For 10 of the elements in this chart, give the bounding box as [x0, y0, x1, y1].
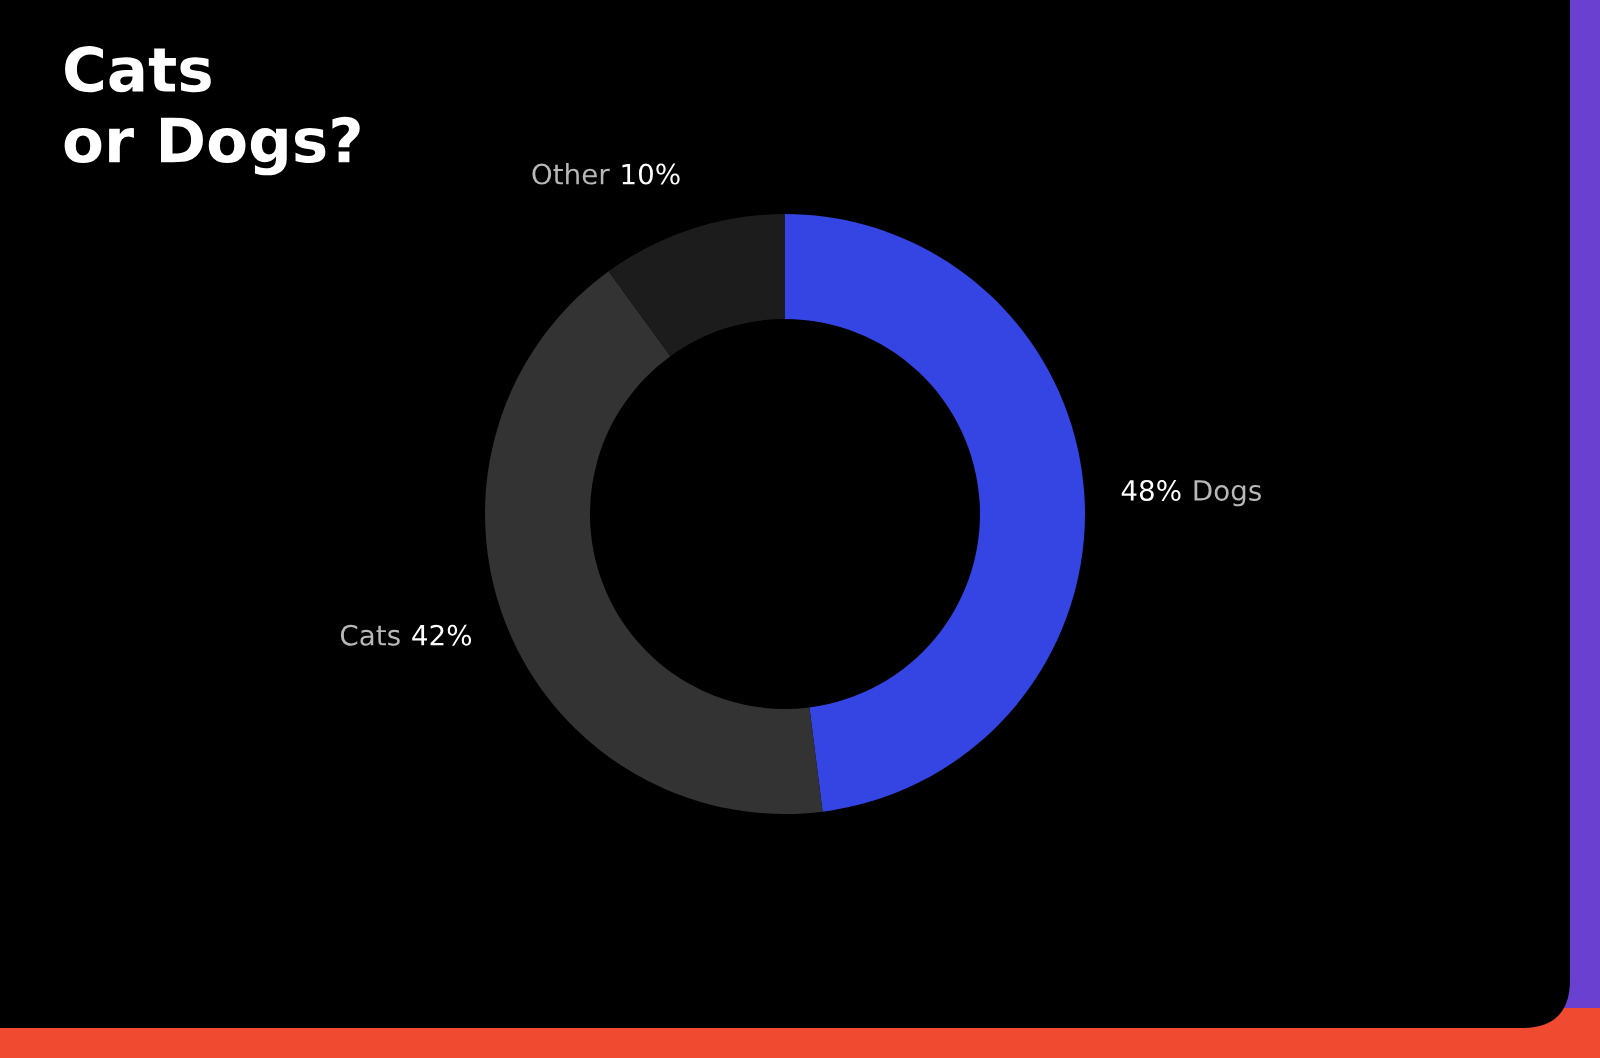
chart-title: Cats or Dogs?: [64, 46, 360, 176]
donut-slice: [785, 214, 1085, 812]
data-label: 42%: [412, 624, 472, 646]
data-label: 10%: [622, 163, 680, 185]
donut-slice: [608, 214, 785, 357]
slice-label: Cats: [340, 624, 400, 646]
slice-label: Dogs: [1194, 480, 1261, 507]
donut-slice: [485, 271, 823, 814]
slice-label: Other: [532, 163, 610, 185]
data-label: 48%: [1121, 479, 1181, 501]
